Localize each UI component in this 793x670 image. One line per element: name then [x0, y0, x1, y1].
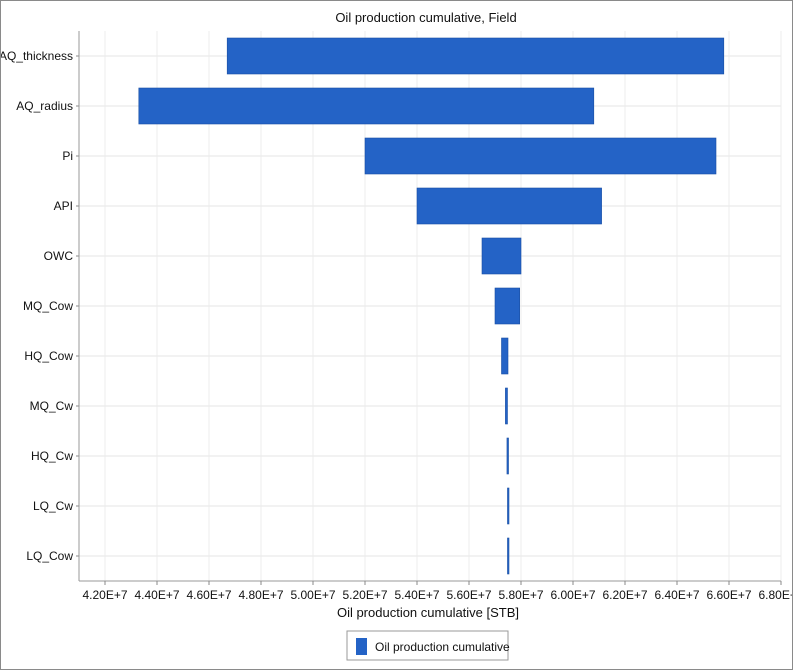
- category-label: OWC: [44, 249, 74, 263]
- x-tick-labels: 4.20E+7 4.40E+7 4.60E+7 4.80E+7 5.00E+7 5.20E…: [82, 588, 792, 602]
- x-tick-label: 5.00E+7: [290, 588, 335, 602]
- legend: Oil production cumulative: [346, 630, 510, 661]
- category-label: AQ_radius: [16, 99, 73, 113]
- x-tick-label: 6.60E+7: [706, 588, 751, 602]
- bar-aq-thickness: [226, 37, 725, 75]
- x-tick-label: 4.80E+7: [238, 588, 283, 602]
- category-label: API: [54, 199, 73, 213]
- category-label: MQ_Cow: [23, 299, 73, 313]
- x-tick-label: 5.40E+7: [394, 588, 439, 602]
- legend-label: Oil production cumulative: [375, 640, 510, 654]
- grid-lines: [79, 31, 782, 581]
- legend-box: [346, 630, 509, 661]
- bar-api: [416, 187, 602, 225]
- x-tick-label: 6.80E+7: [758, 588, 792, 602]
- category-label: HQ_Cow: [24, 349, 73, 363]
- x-tick-label: 4.40E+7: [134, 588, 179, 602]
- x-tick-label: 6.20E+7: [602, 588, 647, 602]
- y-category-labels: AQ_thickness AQ_radius Pi API OWC MQ_Cow HQ_Co…: [1, 49, 73, 563]
- x-axis-title: Oil production cumulative [STB]: [337, 605, 519, 620]
- category-label: HQ_Cw: [31, 449, 73, 463]
- category-label: LQ_Cow: [26, 549, 73, 563]
- bar-mq-cow: [494, 287, 521, 325]
- bar-lq-cow: [507, 537, 510, 575]
- x-tick-label: 4.60E+7: [186, 588, 231, 602]
- legend-swatch: [356, 638, 367, 655]
- axes: [76, 31, 782, 585]
- category-label: LQ_Cw: [33, 499, 73, 513]
- x-tick-label: 5.20E+7: [342, 588, 387, 602]
- bar-pi: [364, 137, 717, 175]
- bar-mq-cw: [505, 387, 508, 425]
- bar-group: [138, 37, 725, 575]
- x-tick-label: 6.40E+7: [654, 588, 699, 602]
- bar-aq-radius: [138, 87, 595, 125]
- x-tick-label: 4.20E+7: [82, 588, 127, 602]
- bar-hq-cw: [506, 437, 509, 475]
- category-label: AQ_thickness: [1, 49, 73, 63]
- x-tick-label: 6.00E+7: [550, 588, 595, 602]
- bar-hq-cow: [501, 337, 509, 375]
- bar-owc: [481, 237, 522, 275]
- chart-title: Oil production cumulative, Field: [335, 10, 516, 25]
- category-label: Pi: [62, 149, 73, 163]
- x-tick-label: 5.80E+7: [498, 588, 543, 602]
- category-label: MQ_Cw: [30, 399, 74, 413]
- bar-lq-cw: [507, 487, 510, 525]
- x-tick-label: 5.60E+7: [446, 588, 491, 602]
